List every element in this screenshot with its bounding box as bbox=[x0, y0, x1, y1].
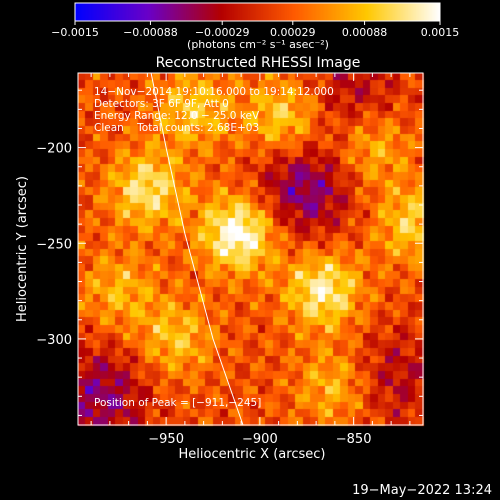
energy-range-text: Energy Range: 12.0 − 25.0 keV bbox=[94, 110, 260, 122]
x-axis-label: Heliocentric X (arcsec) bbox=[179, 447, 326, 462]
y-tick-label: −250 bbox=[36, 237, 72, 252]
footer-date: 19−May−2022 13:24 bbox=[352, 483, 492, 498]
peak-position-text: Position of Peak = [−911,−245] bbox=[94, 397, 262, 409]
colorbar-label: (photons cm⁻² s⁻¹ asec⁻²) bbox=[187, 38, 329, 51]
colorbar-tick-label: 0.00088 bbox=[342, 26, 388, 39]
time-range-text: 14−Nov−2014 19:10:16.000 to 19:14:12.000 bbox=[94, 86, 334, 98]
colorbar-ticks: −0.0015 −0.00088 −0.00029 0.00029 0.00088 0.0… bbox=[51, 21, 459, 39]
colorbar-frame bbox=[74, 2, 441, 22]
solar-limb-line bbox=[150, 72, 244, 426]
axis-ticks bbox=[78, 73, 423, 425]
y-axis-label: Heliocentric Y (arcsec) bbox=[15, 176, 30, 322]
colorbar-tick-label: −0.00088 bbox=[123, 26, 178, 39]
x-tick-label: −900 bbox=[242, 432, 278, 447]
x-tick-label: −850 bbox=[336, 432, 372, 447]
detectors-text: Detectors: 3F 6F 9F, Att 0 bbox=[94, 98, 229, 110]
y-tick-label: −300 bbox=[36, 333, 72, 348]
plot-frame bbox=[77, 72, 424, 426]
x-tick-label: −950 bbox=[148, 432, 184, 447]
colorbar-tick-label: −0.0015 bbox=[51, 26, 99, 39]
colorbar-tick-label: 0.0015 bbox=[421, 26, 460, 39]
chart-title: Reconstructed RHESSI Image bbox=[156, 55, 361, 71]
y-tick-label: −200 bbox=[36, 142, 72, 157]
axis-tick-labels: −950 −900 −850 −200 −250 −300 bbox=[36, 142, 371, 447]
colorbar-tick-label: 0.00029 bbox=[270, 26, 316, 39]
colorbar-tick-label: −0.00029 bbox=[195, 26, 250, 39]
clean-counts-text: Clean Total counts: 2.68E+03 bbox=[94, 122, 260, 134]
